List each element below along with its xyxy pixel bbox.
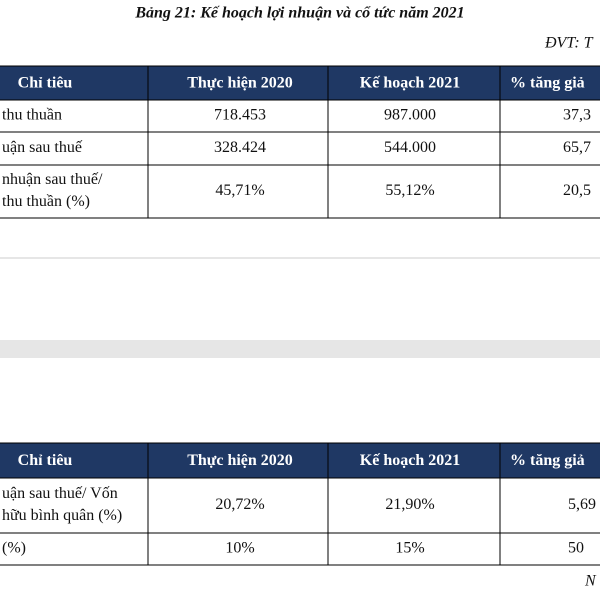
cell: 55,12% — [385, 182, 434, 199]
header-cell: Thực hiện 2020 — [187, 452, 293, 469]
cell: 21,90% — [385, 496, 434, 513]
footer: N — [584, 573, 597, 590]
header-cell: Chỉ tiêu — [18, 452, 73, 469]
cell: 50 — [568, 540, 584, 557]
cell: 65,7 — [563, 139, 591, 156]
cell: 45,71% — [215, 182, 264, 199]
row-label: (%) — [2, 540, 26, 557]
cell: 328.424 — [214, 139, 266, 156]
title: Bảng 21: Kế hoạch lợi nhuận và cổ tức nă… — [134, 5, 464, 22]
cell: 5,69 — [568, 496, 596, 513]
header-cell: Kế hoạch 2021 — [360, 452, 460, 469]
cell: 15% — [395, 540, 424, 557]
row-label: uận sau thuế/ Vốn — [2, 485, 118, 502]
header-cell: Chỉ tiêu — [18, 75, 73, 92]
cell: 10% — [225, 540, 254, 557]
unit: ĐVT: T — [544, 35, 594, 52]
row-label: thu thuần (%) — [2, 193, 90, 210]
cell: 987.000 — [384, 107, 436, 124]
page-break — [0, 340, 600, 358]
cell: 20,72% — [215, 496, 264, 513]
row-label: uận sau thuế — [2, 139, 83, 156]
header-cell: % tăng giả — [510, 75, 585, 92]
row-label: hữu bình quân (%) — [2, 507, 122, 524]
cell: 544.000 — [384, 139, 436, 156]
row-label: nhuận sau thuế/ — [2, 171, 103, 188]
cell: 20,5 — [563, 182, 591, 199]
header-cell: Thực hiện 2020 — [187, 75, 293, 92]
cell: 718.453 — [214, 107, 266, 124]
header-cell: Kế hoạch 2021 — [360, 75, 460, 92]
cell: 37,3 — [563, 107, 591, 124]
row-label: thu thuần — [2, 107, 62, 124]
header-cell: % tăng giả — [510, 452, 585, 469]
